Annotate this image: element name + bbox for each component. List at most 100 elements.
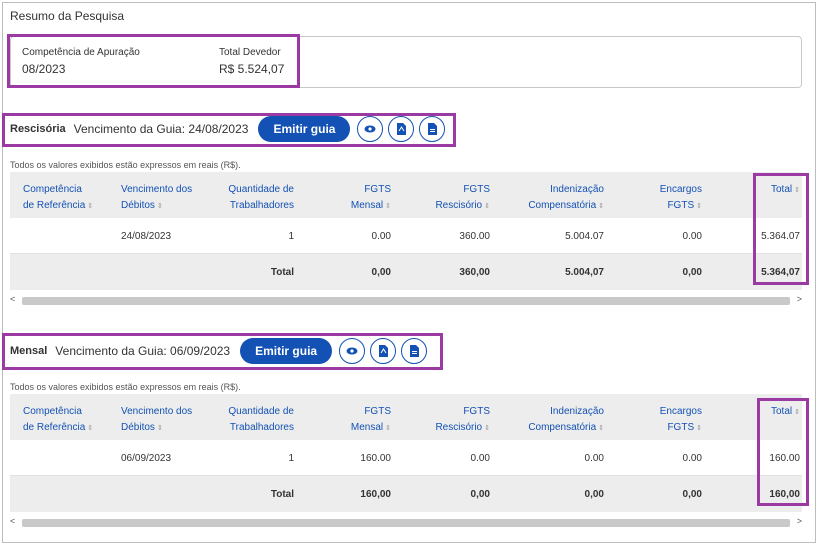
scroll-right-icon[interactable]: > — [796, 516, 802, 526]
cell-indenizacao: 0.00 — [584, 453, 604, 464]
rescisoria-emit-button[interactable]: Emitir guia — [258, 116, 351, 142]
sort-icon: ⇕ — [156, 425, 163, 432]
sort-icon: ⇕ — [598, 203, 604, 210]
scroll-left-icon[interactable]: < — [10, 516, 16, 526]
col-competencia[interactable]: Competência de Referência ⇕ — [23, 182, 93, 215]
total-indenizacao: 0,00 — [584, 489, 604, 500]
rescisoria-scrollbar[interactable]: < > — [10, 294, 802, 306]
rescisoria-vencimento: Vencimento da Guia: 24/08/2023 — [73, 122, 249, 136]
total-fgts-mensal: 0,00 — [371, 267, 391, 278]
sort-icon: ⇕ — [598, 425, 604, 432]
col-fgts-rescisorio[interactable]: FGTS Rescisório ⇕ — [435, 404, 490, 437]
competencia-label: Competência de Apuração — [22, 47, 140, 58]
col-indenizacao[interactable]: Indenização Compensatória ⇕ — [528, 182, 604, 215]
col-label: Total — [771, 184, 793, 195]
rescisoria-view-button[interactable] — [357, 116, 384, 142]
col-vencimento[interactable]: Vencimento dos Débitos ⇕ — [121, 404, 192, 437]
col-fgts-rescisorio[interactable]: FGTS Rescisório ⇕ — [435, 182, 490, 215]
mensal-vencimento: Vencimento da Guia: 06/09/2023 — [55, 344, 231, 358]
rescisoria-title: Rescisória — [10, 123, 66, 135]
table-total-row: Total 160,00 0,00 0,00 0,00 160,00 — [10, 476, 802, 512]
document-icon — [427, 123, 437, 135]
col-label: FGTS — [364, 184, 391, 195]
col-label: Indenização — [550, 184, 604, 195]
mensal-pdf-button[interactable] — [370, 338, 397, 364]
total-encargos: 0,00 — [682, 267, 702, 278]
col-indenizacao[interactable]: Indenização Compensatória ⇕ — [528, 404, 604, 437]
total-label: Total — [270, 489, 294, 500]
col-fgts-mensal[interactable]: FGTS Mensal ⇕ — [351, 182, 391, 215]
table-header: Competência de Referência ⇕ Vencimento dos… — [10, 172, 802, 218]
col-label: Mensal — [350, 200, 384, 211]
scroll-thumb[interactable] — [22, 519, 790, 527]
mensal-view-button[interactable] — [339, 338, 366, 364]
competencia-value: 08/2023 — [22, 62, 66, 76]
total-devedor-field: Total Devedor R$ 5.524,07 — [219, 47, 284, 76]
col-label: Compensatória — [528, 422, 597, 433]
total-indenizacao: 5.004,07 — [565, 267, 604, 278]
cell-encargos: 0.00 — [682, 231, 702, 242]
total-fgts-rescisorio: 0,00 — [470, 489, 490, 500]
rescisoria-note: Todos os valores exibidos estão expresso… — [10, 160, 241, 170]
col-label: Débitos — [121, 200, 155, 211]
col-label: Rescisório — [435, 200, 483, 211]
sort-icon: ⇕ — [156, 203, 163, 210]
sort-icon: ⇕ — [696, 203, 702, 210]
sort-icon: ⇕ — [385, 425, 391, 432]
col-label: Competência — [23, 184, 82, 195]
summary-card: Competência de Apuração 08/2023 Total De… — [10, 36, 802, 88]
cell-vencimento: 24/08/2023 — [121, 231, 172, 242]
col-label: Encargos — [659, 184, 702, 195]
cell-total: 160.00 — [769, 453, 800, 464]
cell-vencimento: 06/09/2023 — [121, 453, 172, 464]
scroll-left-icon[interactable]: < — [10, 294, 16, 304]
cell-fgts-mensal: 160.00 — [360, 453, 391, 464]
col-fgts-mensal[interactable]: FGTS Mensal ⇕ — [351, 404, 391, 437]
cell-indenizacao: 5.004.07 — [565, 231, 604, 242]
col-label: de Referência — [23, 200, 86, 211]
col-quantidade: Quantidade de Trabalhadores — [228, 404, 294, 436]
col-competencia[interactable]: Competência de Referência ⇕ — [23, 404, 93, 437]
sort-icon: ⇕ — [794, 409, 800, 416]
table-row: 06/09/2023 1 160.00 0.00 0.00 0.00 160.0… — [10, 440, 802, 476]
sort-icon: ⇕ — [696, 425, 702, 432]
col-label: Encargos — [659, 406, 702, 417]
col-label: Quantidade de — [228, 184, 294, 195]
mensal-emit-button[interactable]: Emitir guia — [240, 338, 333, 364]
col-label: Rescisório — [435, 422, 483, 433]
rescisoria-table: Competência de Referência ⇕ Vencimento dos… — [10, 172, 802, 290]
col-vencimento[interactable]: Vencimento dos Débitos ⇕ — [121, 182, 192, 215]
mensal-doc-button[interactable] — [401, 338, 428, 364]
sort-icon: ⇕ — [87, 425, 94, 432]
total-devedor-label: Total Devedor — [219, 47, 281, 58]
mensal-scrollbar[interactable]: < > — [10, 516, 802, 528]
col-encargos[interactable]: Encargos FGTS ⇕ — [660, 404, 702, 437]
col-label: Total — [771, 406, 793, 417]
col-encargos[interactable]: Encargos FGTS ⇕ — [660, 182, 702, 215]
table-header: Competência de Referência ⇕ Vencimento dos… — [10, 394, 802, 440]
col-label: FGTS — [364, 406, 391, 417]
col-quantidade: Quantidade de Trabalhadores — [228, 182, 294, 214]
scroll-right-icon[interactable]: > — [796, 294, 802, 304]
col-label: Quantidade de — [228, 406, 294, 417]
col-label: FGTS — [667, 200, 695, 211]
rescisoria-doc-button[interactable] — [419, 116, 446, 142]
mensal-title: Mensal — [10, 345, 48, 357]
total-total: 160,00 — [769, 489, 800, 500]
scroll-thumb[interactable] — [22, 297, 790, 305]
col-label: Trabalhadores — [229, 422, 294, 433]
sort-icon: ⇕ — [484, 203, 490, 210]
cell-quantidade: 1 — [288, 453, 294, 464]
total-encargos: 0,00 — [682, 489, 702, 500]
sort-icon: ⇕ — [385, 203, 391, 210]
table-row: 24/08/2023 1 0.00 360.00 5.004.07 0.00 5… — [10, 218, 802, 254]
summary-title: Resumo da Pesquisa — [10, 9, 125, 23]
rescisoria-pdf-button[interactable] — [388, 116, 415, 142]
col-total[interactable]: Total ⇕ — [771, 404, 800, 421]
col-label: Vencimento dos — [121, 184, 193, 195]
col-label: Compensatória — [528, 200, 597, 211]
col-label: FGTS — [463, 184, 490, 195]
col-total[interactable]: Total ⇕ — [771, 182, 800, 199]
eye-icon — [346, 347, 358, 355]
